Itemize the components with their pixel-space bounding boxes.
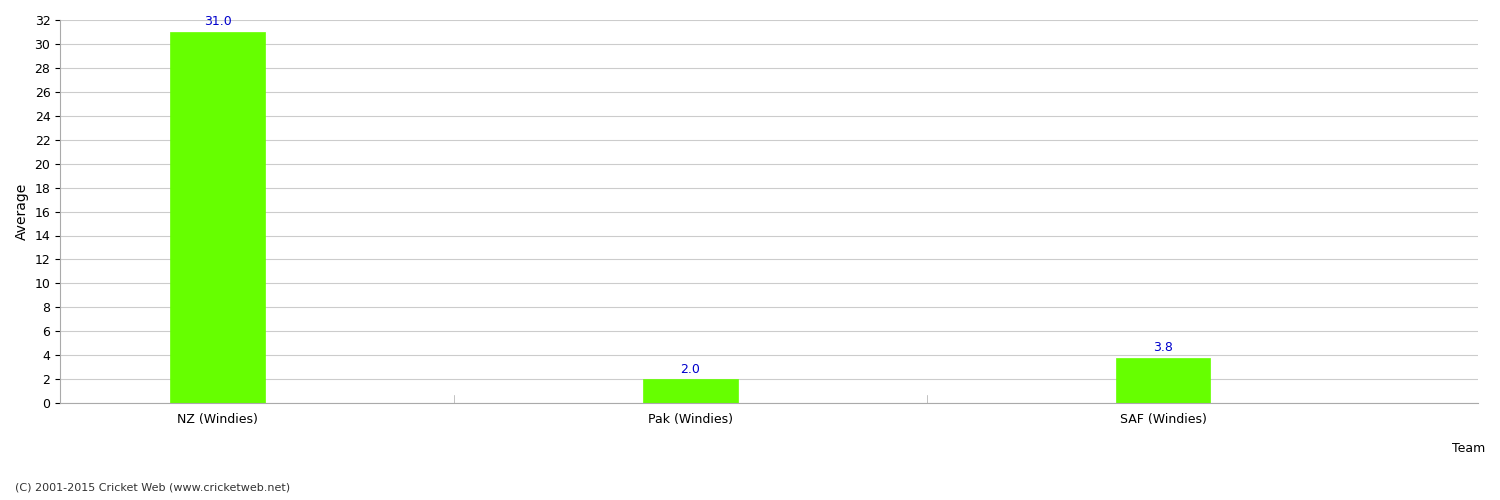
Text: 2.0: 2.0: [681, 362, 700, 376]
Text: 3.8: 3.8: [1154, 341, 1173, 354]
Bar: [171, 32, 266, 403]
Text: (C) 2001-2015 Cricket Web (www.cricketweb.net): (C) 2001-2015 Cricket Web (www.cricketwe…: [15, 482, 290, 492]
Text: 31.0: 31.0: [204, 16, 231, 28]
Text: Team: Team: [1452, 442, 1485, 455]
Y-axis label: Average: Average: [15, 183, 28, 240]
Bar: [644, 379, 738, 403]
Bar: [1116, 358, 1210, 403]
